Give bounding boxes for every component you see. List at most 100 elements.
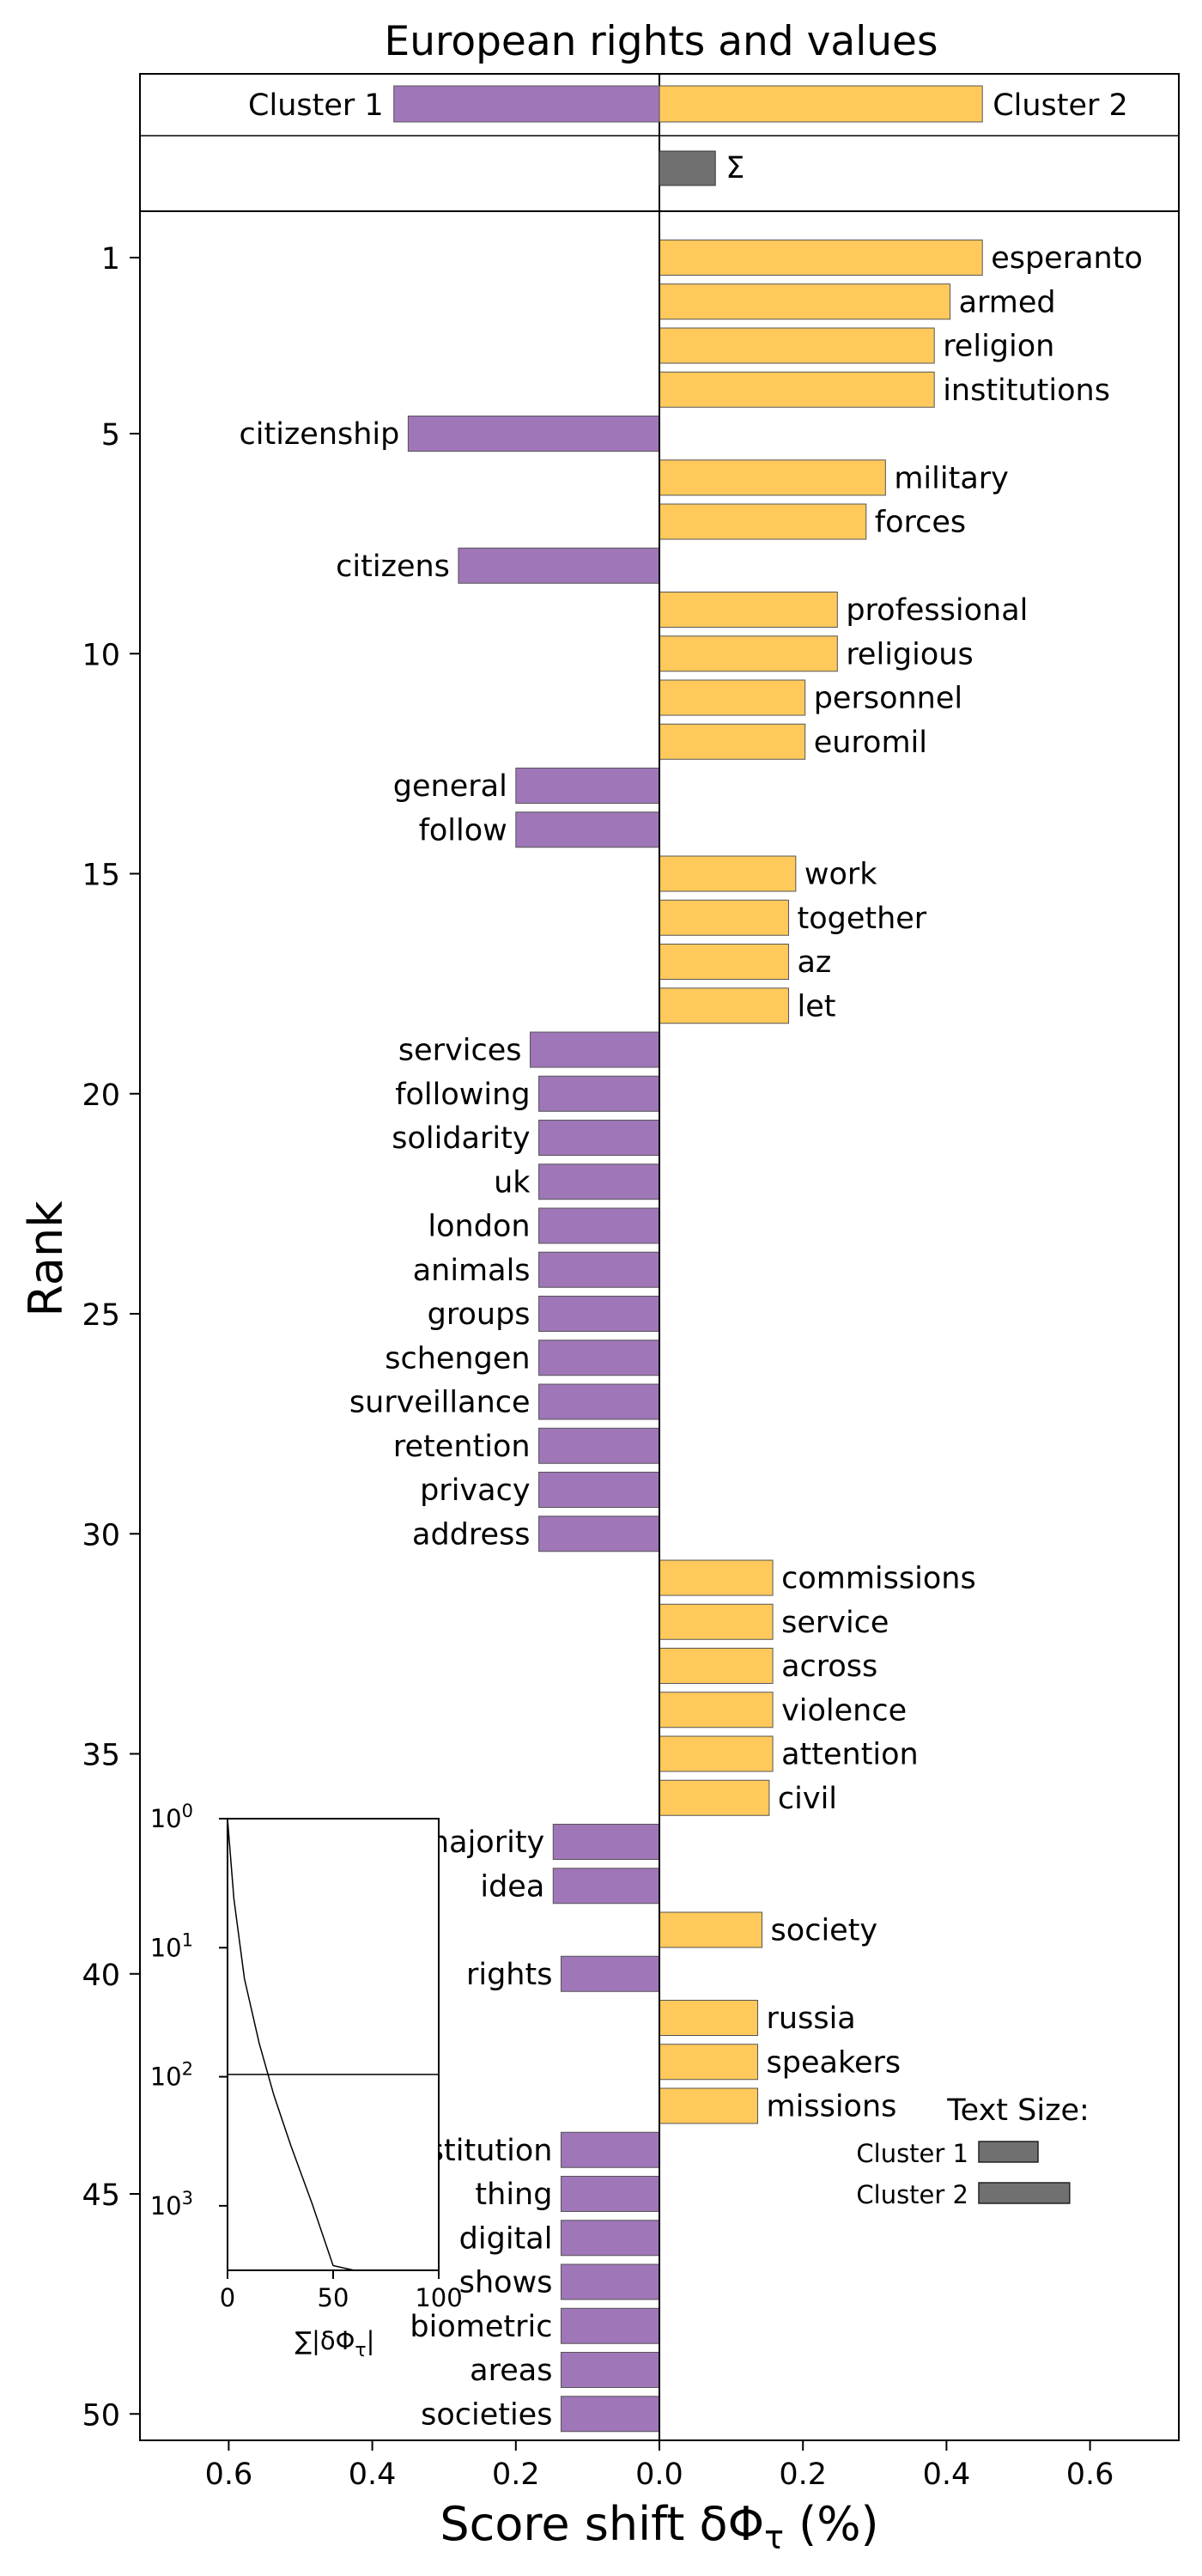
bar-military <box>659 459 886 496</box>
bar-religion <box>659 327 935 364</box>
bar-label-personnel: personnel <box>814 682 962 716</box>
bar-attention <box>659 1735 774 1772</box>
bar-rights <box>560 1955 660 1992</box>
bar-label-following: following <box>395 1078 530 1112</box>
bar-az <box>659 944 789 980</box>
bar-label-speakers: speakers <box>767 2045 902 2080</box>
bar-idea <box>552 1868 660 1905</box>
bar-esperanto <box>659 240 983 276</box>
summary-bar-cluster-2 <box>659 85 983 123</box>
x-axis-label: Score shift δΦτ (%) <box>440 2497 878 2556</box>
x-tick-label-2: 0.2 <box>492 2458 540 2492</box>
bar-label-missions: missions <box>767 2090 897 2124</box>
legend-title: Text Size: <box>946 2093 1090 2128</box>
legend-label-1: Cluster 1 <box>856 2139 968 2168</box>
inset-y-tick-label-0: 100 <box>150 1801 193 1833</box>
bar-professional <box>659 592 838 628</box>
bar-follow <box>515 811 660 848</box>
y-tick-label-40: 40 <box>82 1959 120 1993</box>
inset-y-tick-label-2: 102 <box>150 2059 193 2092</box>
inset-x-label: ∑|δΦτ| <box>295 2326 375 2361</box>
bar-address <box>538 1516 660 1552</box>
bar-animals <box>538 1251 660 1288</box>
bar-label-biometric: biometric <box>410 2310 552 2344</box>
x-tick-label-4: 0.2 <box>779 2458 827 2492</box>
bar-label-thing: thing <box>475 2178 552 2212</box>
bar-label-address: address <box>412 1517 531 1552</box>
summary-label-sum: Σ <box>725 151 744 185</box>
bar-label-follow: follow <box>419 813 507 848</box>
inset-y-tick-label-3: 103 <box>150 2188 193 2221</box>
bar-work <box>659 855 797 892</box>
bar-label-society: society <box>771 1914 878 1948</box>
bar-privacy <box>538 1472 660 1508</box>
bar-label-general: general <box>393 769 507 804</box>
bar-uk <box>538 1163 660 1200</box>
inset-x-tick-label-50: 50 <box>318 2283 349 2312</box>
y-tick-label-50: 50 <box>82 2398 120 2433</box>
bar-label-privacy: privacy <box>420 1473 530 1508</box>
bar-personnel <box>659 679 806 716</box>
y-tick-label-10: 10 <box>82 638 120 672</box>
summary-label-cluster-2: Cluster 2 <box>993 88 1128 123</box>
bar-label-shows: shows <box>459 2266 553 2300</box>
summary-bar-sum <box>659 150 716 186</box>
bar-areas <box>560 2352 660 2388</box>
bar-label-rights: rights <box>466 1958 552 1992</box>
inset-y-tick-label-1: 101 <box>150 1929 193 1962</box>
bar-following <box>538 1075 660 1112</box>
bar-label-societies: societies <box>421 2397 552 2432</box>
bar-across <box>659 1648 774 1684</box>
bar-label-institutions: institutions <box>943 374 1110 408</box>
bar-service <box>659 1603 774 1640</box>
inset-cumulative: 0 50 100 100 101 102 103 ∑|δΦτ| <box>150 1801 463 2361</box>
inset-x-tick-label-0: 0 <box>220 2283 235 2312</box>
y-axis-label: Rank <box>19 1200 73 1317</box>
legend: Text Size: Cluster 1 Cluster 2 <box>856 2093 1089 2209</box>
bar-label-az: az <box>797 945 831 980</box>
bar-biometric <box>560 2307 660 2344</box>
x-tick-label-1: 0.4 <box>349 2458 397 2492</box>
bar-label-across: across <box>781 1649 877 1684</box>
bar-forces <box>659 503 867 540</box>
bar-general <box>515 768 660 804</box>
bar-label-work: work <box>804 858 877 892</box>
bar-institutions <box>659 371 935 408</box>
bar-label-citizenship: citizenship <box>240 417 400 452</box>
bar-label-euromil: euromil <box>814 726 927 760</box>
bar-thing <box>560 2176 660 2212</box>
bar-label-military: military <box>894 461 1009 495</box>
bar-label-armed: armed <box>959 285 1056 319</box>
bar-solidarity <box>538 1120 660 1156</box>
bar-majority <box>552 1824 660 1860</box>
bar-religious <box>659 635 838 672</box>
bar-missions <box>659 2087 759 2124</box>
bar-russia <box>659 2000 759 2036</box>
x-tick-label-5: 0.4 <box>923 2458 971 2492</box>
y-tick-label-5: 5 <box>101 418 120 453</box>
bar-shows <box>560 2263 660 2300</box>
bar-label-religion: religion <box>943 330 1054 364</box>
bar-label-retention: retention <box>393 1430 531 1464</box>
y-tick-label-45: 45 <box>82 2178 120 2213</box>
bar-groups <box>538 1296 660 1332</box>
bar-label-services: services <box>398 1034 522 1068</box>
bar-label-attention: attention <box>781 1738 919 1772</box>
y-tick-label-15: 15 <box>82 859 120 893</box>
summary-bar-cluster-1 <box>393 85 660 123</box>
bar-label-service: service <box>781 1606 889 1640</box>
bar-services <box>530 1031 660 1068</box>
bar-schengen <box>538 1340 660 1376</box>
bar-surveillance <box>538 1383 660 1420</box>
bar-label-idea: idea <box>480 1869 544 1904</box>
x-tick-label-0: 0.6 <box>205 2458 253 2492</box>
legend-label-2: Cluster 2 <box>856 2180 968 2209</box>
main-axes: esperanto armed religion institutions citize… <box>82 210 1180 2492</box>
bar-speakers <box>659 2044 759 2081</box>
legend-swatch-1 <box>978 2141 1039 2163</box>
summary-panel: Cluster 1 Cluster 2 Σ <box>139 73 1180 212</box>
bar-citizens <box>458 547 660 584</box>
bar-violence <box>659 1692 774 1728</box>
bar-society <box>659 1911 763 1948</box>
